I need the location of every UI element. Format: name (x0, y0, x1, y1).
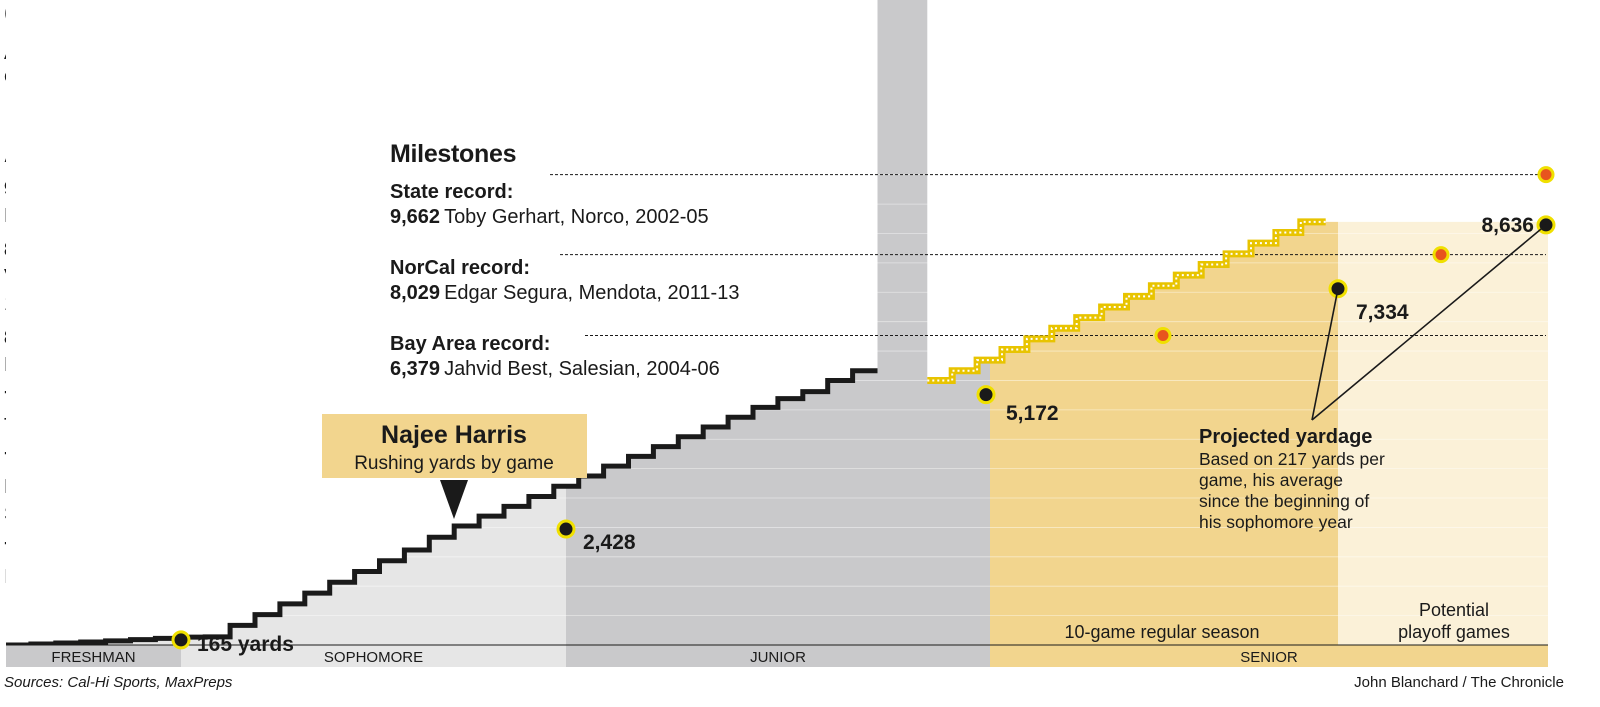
record-marker (1537, 166, 1555, 184)
season-label: SOPHOMORE (324, 649, 423, 666)
milestone-yards: 8,029 (390, 282, 441, 304)
projection-upper-mask (927, 0, 1548, 381)
season-label: SENIOR (1240, 649, 1298, 666)
annotation-text-line: game, his average (1199, 470, 1343, 490)
milestone-holder: Edgar Segura, Mendota, 2011-13 (444, 282, 740, 304)
milestone-label: Bay Area record: (390, 333, 551, 355)
period-label-line: playoff games (1398, 622, 1510, 642)
yardage-marker-label: 2,428 (583, 531, 636, 554)
milestone-norcal-record: NorCal record: 8,029 Edgar Segura, Mendot… (390, 256, 739, 306)
yardage-marker (171, 630, 191, 650)
season-strip-junior (566, 645, 990, 667)
milestone-label: NorCal record: (390, 257, 531, 279)
milestone-state-record: State record: 9,662 Toby Gerhart, Norco, … (390, 180, 709, 230)
yardage-marker (556, 519, 576, 539)
milestone-holder: Toby Gerhart, Norco, 2002-05 (444, 206, 709, 228)
sources-credit: Sources: Cal-Hi Sports, MaxPreps (4, 674, 233, 691)
callout-line (1311, 288, 1339, 421)
season-strip-senior (990, 645, 1548, 667)
record-marker (1432, 246, 1450, 264)
yardage-marker (976, 385, 996, 405)
yardage-marker-label: 8,636 (1481, 214, 1534, 237)
season-label: JUNIOR (750, 649, 806, 666)
annotation-text-line: his sophomore year (1199, 512, 1353, 532)
annotation-title: Projected yardage (1199, 426, 1372, 448)
milestone-yards: 6,379 (390, 358, 441, 380)
period-label-playoffs: Potential playoff games (1398, 600, 1510, 642)
annotation-text: Based on 217 yards per game, his average s… (1199, 449, 1385, 532)
milestone-label: State record: (390, 181, 514, 203)
chart-subtitle: Rushing yards by game (354, 453, 554, 474)
actual-yards-line (6, 368, 878, 648)
yardage-marker-label: 5,172 (1006, 402, 1059, 425)
milestone-holder: Jahvid Best, Salesian, 2004-06 (444, 358, 720, 380)
annotation-text-line: since the beginning of (1199, 491, 1369, 511)
season-label: FRESHMAN (51, 649, 135, 666)
milestone-bay-area-record: Bay Area record: 6,379 Jahvid Best, Sales… (390, 332, 720, 382)
milestone-yards: 9,662 (390, 206, 441, 228)
annotation-text-line: Based on 217 yards per (1199, 449, 1385, 469)
record-marker (1154, 326, 1172, 344)
chart-title-pointer (440, 480, 468, 519)
yardage-marker-label: 7,334 (1356, 301, 1409, 324)
period-label-regular-season: 10-game regular season (1064, 622, 1259, 642)
yardage-marker-label: 165 yards (197, 633, 294, 656)
chart-title: Najee Harris (381, 421, 527, 449)
projected-yards-dash (927, 220, 1326, 382)
season-strip-freshman (6, 645, 181, 667)
milestones-heading: Milestones (390, 140, 517, 168)
chart-upper-mask (6, 0, 878, 645)
callout-line (1311, 224, 1547, 421)
chart-title-box (322, 414, 587, 478)
period-label-line: Potential (1419, 600, 1489, 620)
season-strip-sophomore (181, 645, 566, 667)
byline-credit: John Blanchard / The Chronicle (1354, 674, 1564, 691)
